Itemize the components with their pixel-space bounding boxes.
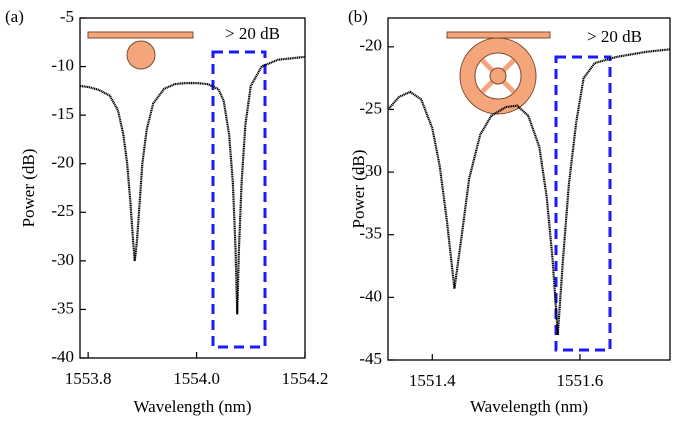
y-axis-label: Power (dB) xyxy=(19,149,38,228)
spectrum-line xyxy=(79,55,306,315)
waveguide xyxy=(87,31,194,39)
y-tick-label: -20 xyxy=(51,153,74,172)
y-axis-label: Power (dB) xyxy=(349,150,368,229)
highlight-box xyxy=(211,50,267,349)
hub xyxy=(489,67,507,85)
plot-frame xyxy=(387,17,671,361)
highlight-box xyxy=(554,55,612,352)
y-tick-label: -20 xyxy=(359,36,382,55)
y-tick-label: -45 xyxy=(359,349,382,368)
annotation: > 20 dB xyxy=(587,27,642,46)
panel-label: (b) xyxy=(348,7,368,26)
x-axis-label: Wavelength (nm) xyxy=(133,397,251,416)
spectrum-line xyxy=(387,48,671,336)
x-tick-label: 1551.6 xyxy=(557,371,604,390)
x-tick-label: 1553.8 xyxy=(65,369,112,388)
y-tick-label: -40 xyxy=(51,347,74,366)
waveguide xyxy=(446,31,551,39)
y-tick-label: -30 xyxy=(51,250,74,269)
x-axis-label: Wavelength (nm) xyxy=(470,397,588,416)
panel-label: (a) xyxy=(5,7,24,26)
y-tick-label: -15 xyxy=(51,104,74,123)
inset-a xyxy=(87,31,194,70)
x-tick-label: 1554.2 xyxy=(282,369,329,388)
y-tick-label: -35 xyxy=(359,224,382,243)
y-tick-label: -30 xyxy=(359,161,382,180)
inset-b xyxy=(446,31,551,115)
y-tick-label: -25 xyxy=(51,201,74,220)
y-tick-label: -40 xyxy=(359,286,382,305)
x-tick-label: 1551.4 xyxy=(409,371,456,390)
disk xyxy=(126,40,156,70)
annotation: > 20 dB xyxy=(225,24,280,43)
y-tick-label: -10 xyxy=(51,55,74,74)
y-tick-label: -5 xyxy=(60,7,74,26)
y-tick-label: -35 xyxy=(51,298,74,317)
plot-frame xyxy=(79,17,306,359)
x-tick-label: 1554.0 xyxy=(173,369,220,388)
y-tick-label: -25 xyxy=(359,98,382,117)
